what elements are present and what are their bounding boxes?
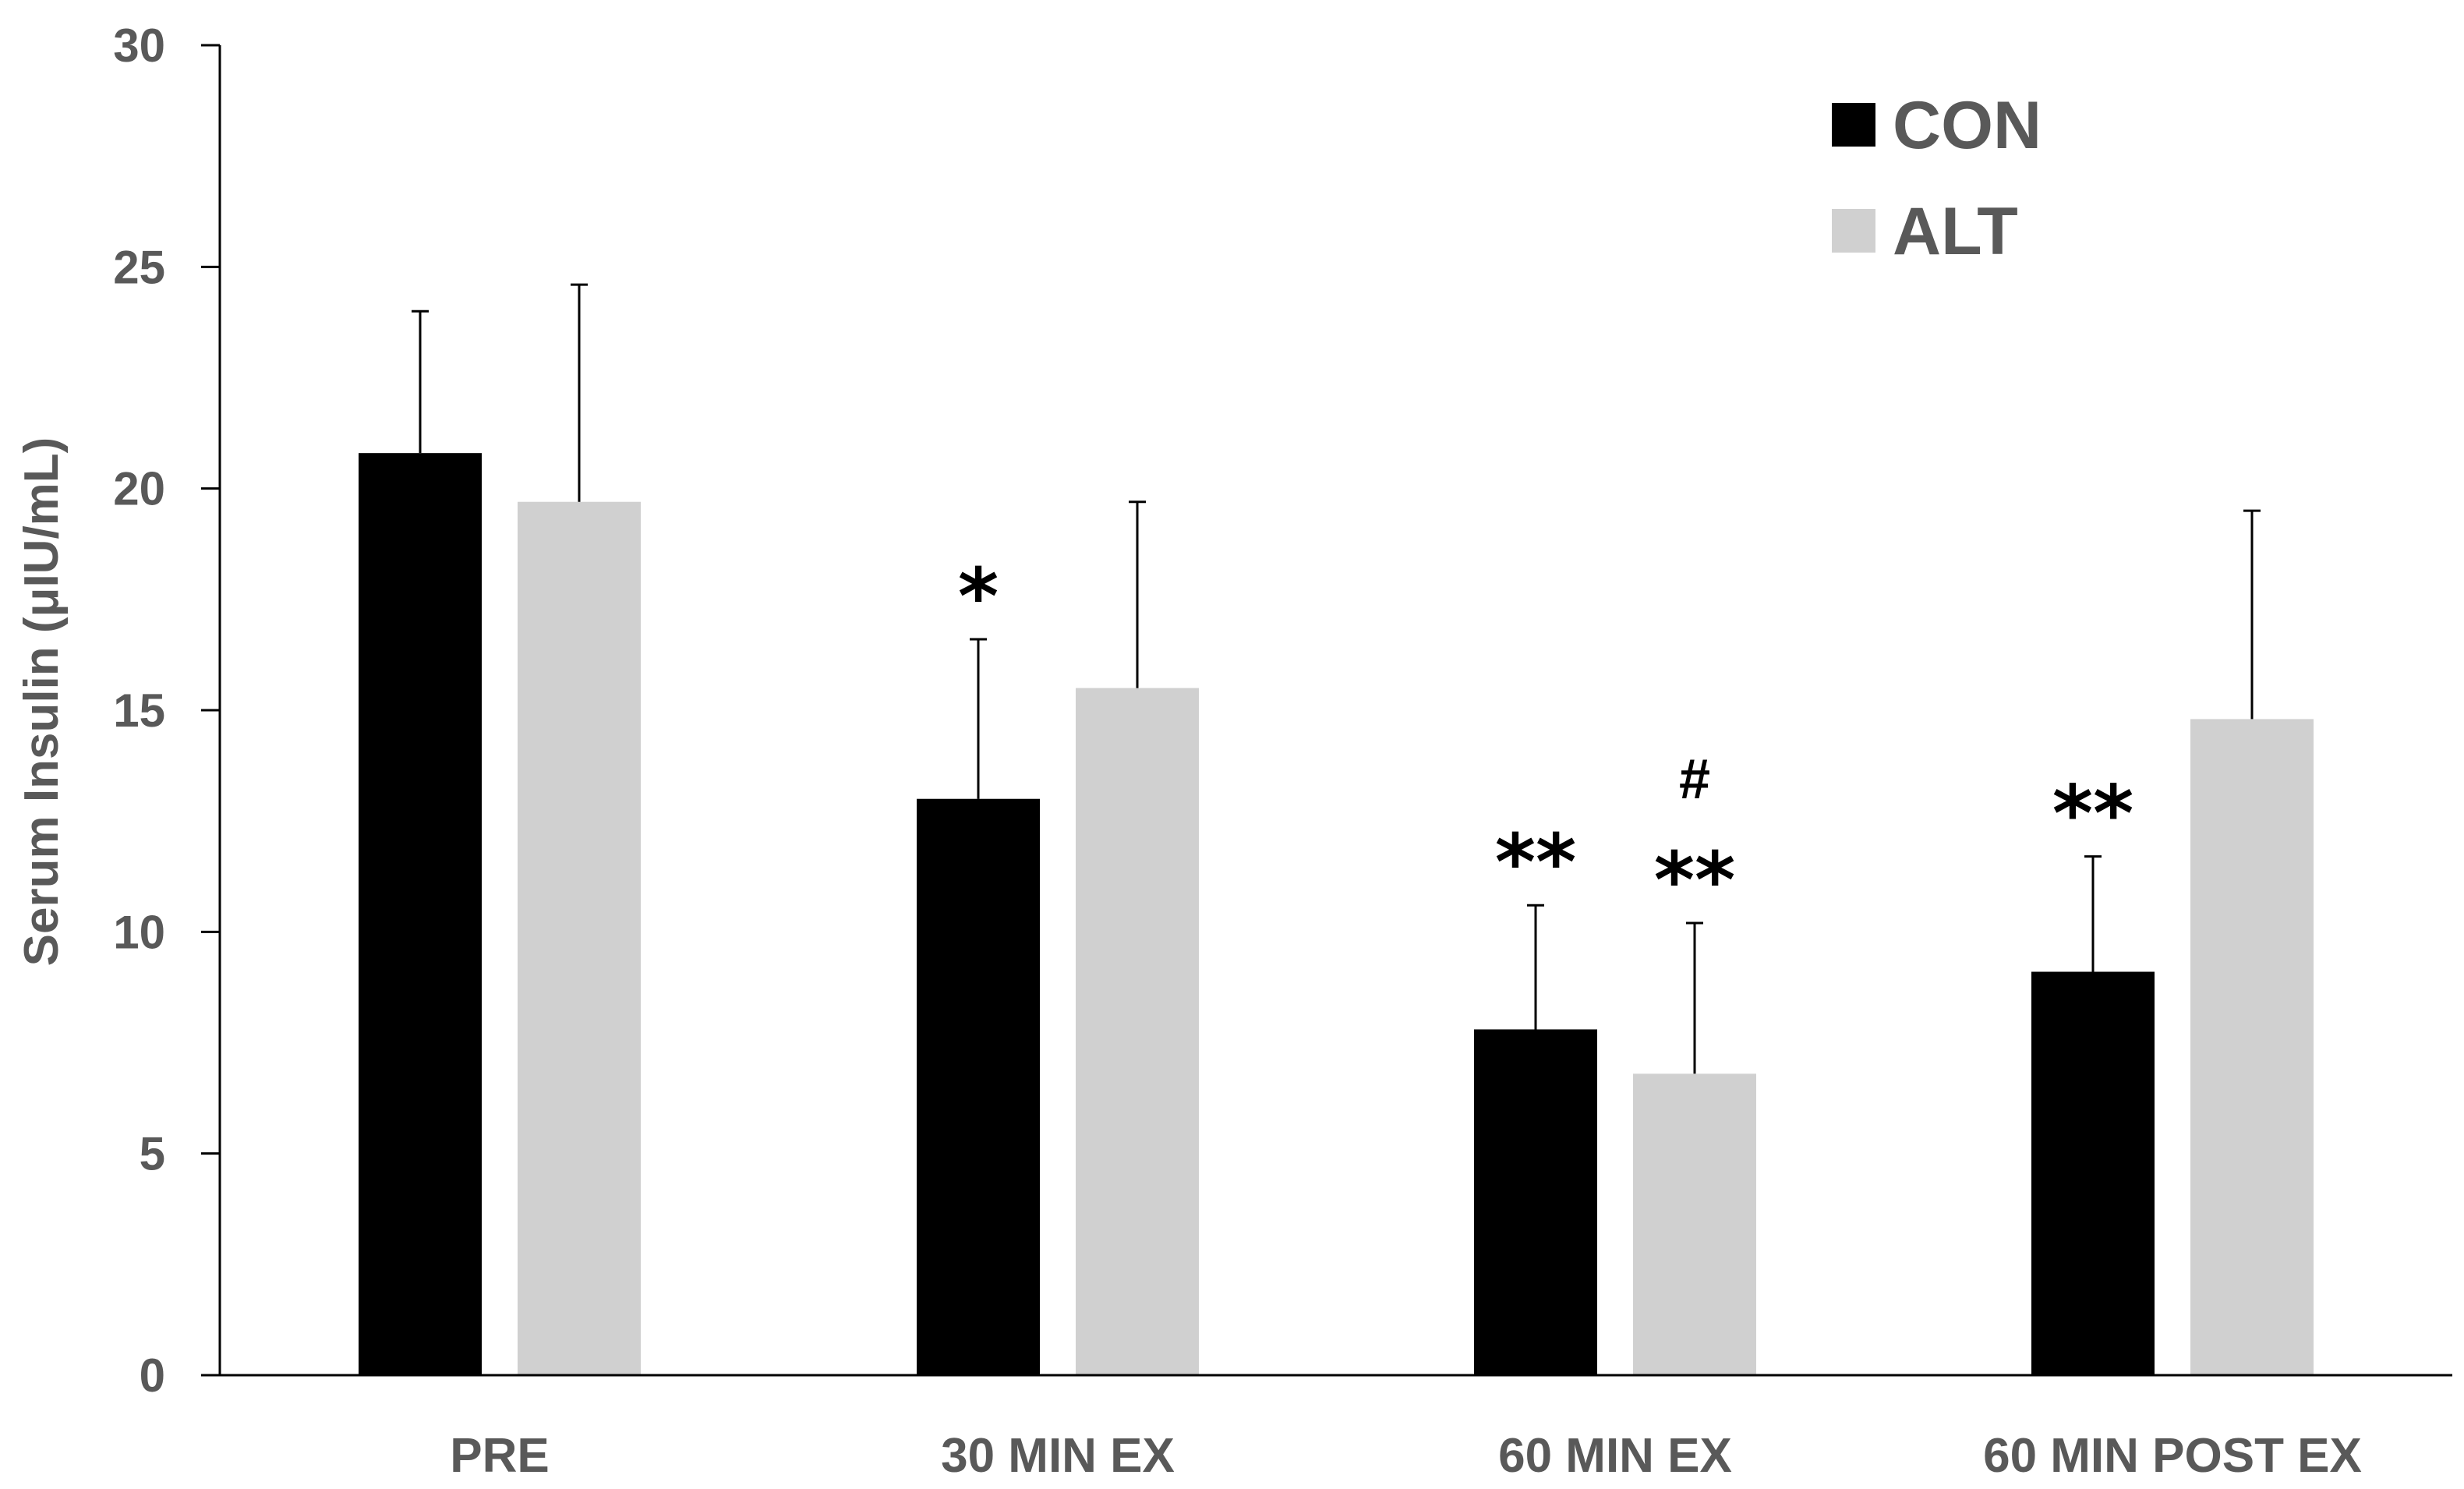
bar-alt-3 [2190,719,2314,1375]
y-tick-label: 15 [113,684,165,737]
bar-alt-0 [518,501,641,1375]
bar-con-2 [1474,1029,1597,1375]
y-tick-label: 10 [113,906,165,958]
significance-annotation: ** [1654,835,1736,926]
bar-alt-1 [1076,688,1199,1375]
significance-annotation: ** [1495,817,1577,908]
legend-swatch-con [1832,103,1875,147]
x-category-label: PRE [450,1429,549,1483]
significance-annotation: # [1679,748,1710,811]
category-labels-layer: PRE 30 MIN EX 60 MIN EX 60 MIN POST EX [450,1429,2362,1483]
legend-swatch-alt [1832,209,1875,253]
x-category-label: 60 MIN EX [1498,1429,1732,1483]
bars-layer [359,453,2314,1375]
y-tick-label: 30 [113,19,165,72]
legend: CON ALT [1832,88,2042,269]
y-tick-label: 20 [113,463,165,515]
legend-label-alt: ALT [1893,194,2018,269]
x-category-label: 60 MIN POST EX [1983,1429,2362,1483]
bar-alt-2 [1633,1073,1756,1375]
bar-con-1 [917,798,1040,1375]
bar-con-3 [2031,971,2155,1375]
significance-annotation: * [958,551,999,642]
bar-con-0 [359,453,482,1375]
legend-label-con: CON [1893,88,2042,163]
error-bars-layer [412,283,2261,1074]
y-tick-label: 0 [140,1349,165,1402]
annotations-layer: *** **# ** [958,551,2133,926]
y-axis-title: Serum Insulin (μIU/mL) [15,437,69,967]
y-ticks-layer: 0 5 10 15 20 25 30 [113,19,220,1402]
y-tick-label: 5 [140,1128,165,1180]
y-tick-label: 25 [113,241,165,293]
significance-annotation: ** [2052,769,2134,860]
x-category-label: 30 MIN EX [941,1429,1175,1483]
